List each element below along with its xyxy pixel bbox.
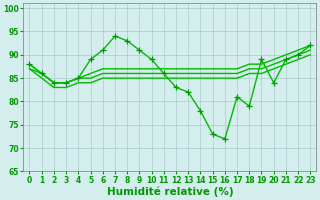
- X-axis label: Humidité relative (%): Humidité relative (%): [107, 186, 233, 197]
